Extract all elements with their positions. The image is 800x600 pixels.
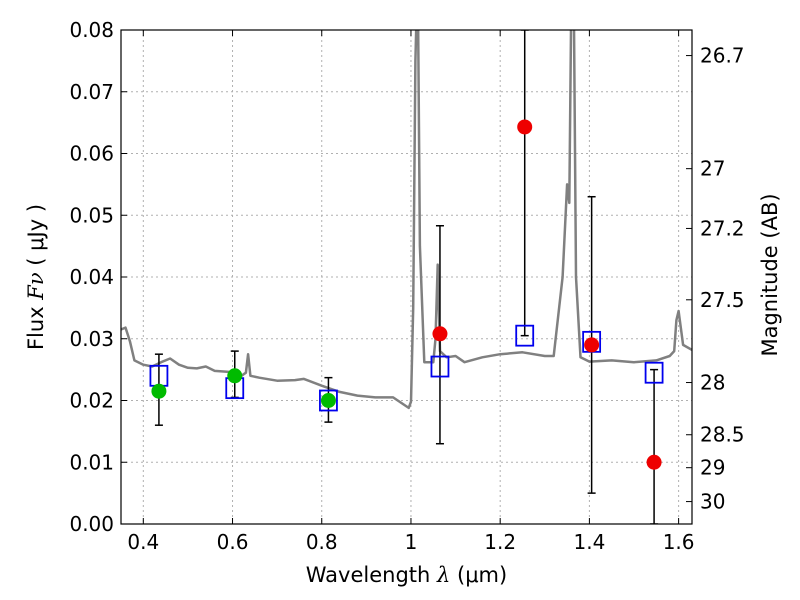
marker-layer bbox=[149, 119, 664, 470]
y2-tick-label: 29 bbox=[700, 456, 725, 480]
y2-tick-label: 28 bbox=[700, 371, 725, 395]
x-axis-title-prefix: Wavelength bbox=[306, 563, 437, 587]
y2-tick-label: 27.5 bbox=[700, 288, 745, 312]
x-axis-title-suffix: (μm) bbox=[450, 563, 507, 587]
y2-tick-label: 28.5 bbox=[700, 423, 745, 447]
y-axis-title-suffix: ( μJy ) bbox=[24, 204, 48, 272]
detection-point bbox=[227, 368, 243, 384]
x-tick-label: 0.8 bbox=[306, 530, 338, 554]
nondetection-point bbox=[517, 119, 533, 135]
y2-axis-title: Magnitude (AB) bbox=[758, 193, 782, 356]
y2-tick-label: 30 bbox=[700, 490, 725, 514]
y-tick-label: 0.00 bbox=[69, 512, 114, 536]
y2-tick-label: 27 bbox=[700, 157, 725, 181]
model-flux-square bbox=[430, 355, 450, 378]
x-tick-label: 1 bbox=[405, 530, 418, 554]
x-tick-label: 0.4 bbox=[127, 530, 159, 554]
y2-tick-label: 27.2 bbox=[700, 216, 745, 240]
x-tick-label: 0.6 bbox=[217, 530, 249, 554]
detection-point bbox=[151, 383, 167, 399]
nondetection-point bbox=[646, 454, 662, 470]
model-flux-square bbox=[319, 389, 338, 412]
grid-layer bbox=[121, 29, 692, 525]
y-tick-label: 0.01 bbox=[69, 450, 114, 474]
x-axis-title-symbol: λ bbox=[436, 563, 450, 587]
spectrum-layer bbox=[121, 30, 692, 410]
y-axis-title-symbol: Fν bbox=[24, 272, 48, 301]
y-tick-label: 0.06 bbox=[69, 142, 114, 166]
y-tick-label: 0.07 bbox=[69, 80, 114, 104]
y-tick-label: 0.04 bbox=[69, 265, 114, 289]
y-tick-label: 0.08 bbox=[69, 18, 114, 42]
y-axis-title-prefix: Flux bbox=[24, 300, 48, 350]
nondetection-point bbox=[432, 326, 448, 342]
x-tick-label: 1.2 bbox=[484, 530, 516, 554]
detection-point bbox=[320, 393, 336, 408]
tick-layer: 0.4 0.6 0.8 1 1.2 1.4 1.6 0.00 0.01 0.02 0.03 0.04 0… bbox=[69, 18, 744, 554]
y-axis-title: Flux Fν ( μJy ) bbox=[24, 204, 48, 350]
y-tick-label: 0.03 bbox=[69, 327, 114, 351]
y2-tick-label: 26.7 bbox=[700, 44, 745, 68]
model-flux-square bbox=[515, 324, 535, 347]
x-tick-label: 1.6 bbox=[663, 530, 695, 554]
y-tick-label: 0.02 bbox=[69, 389, 114, 413]
model-flux-square bbox=[644, 361, 664, 384]
nondetection-point bbox=[584, 337, 600, 353]
spectrum-line bbox=[121, 30, 692, 410]
x-tick-label: 1.4 bbox=[573, 530, 605, 554]
y-tick-label: 0.05 bbox=[69, 203, 114, 227]
x-axis-title: Wavelength λ (μm) bbox=[306, 563, 507, 587]
